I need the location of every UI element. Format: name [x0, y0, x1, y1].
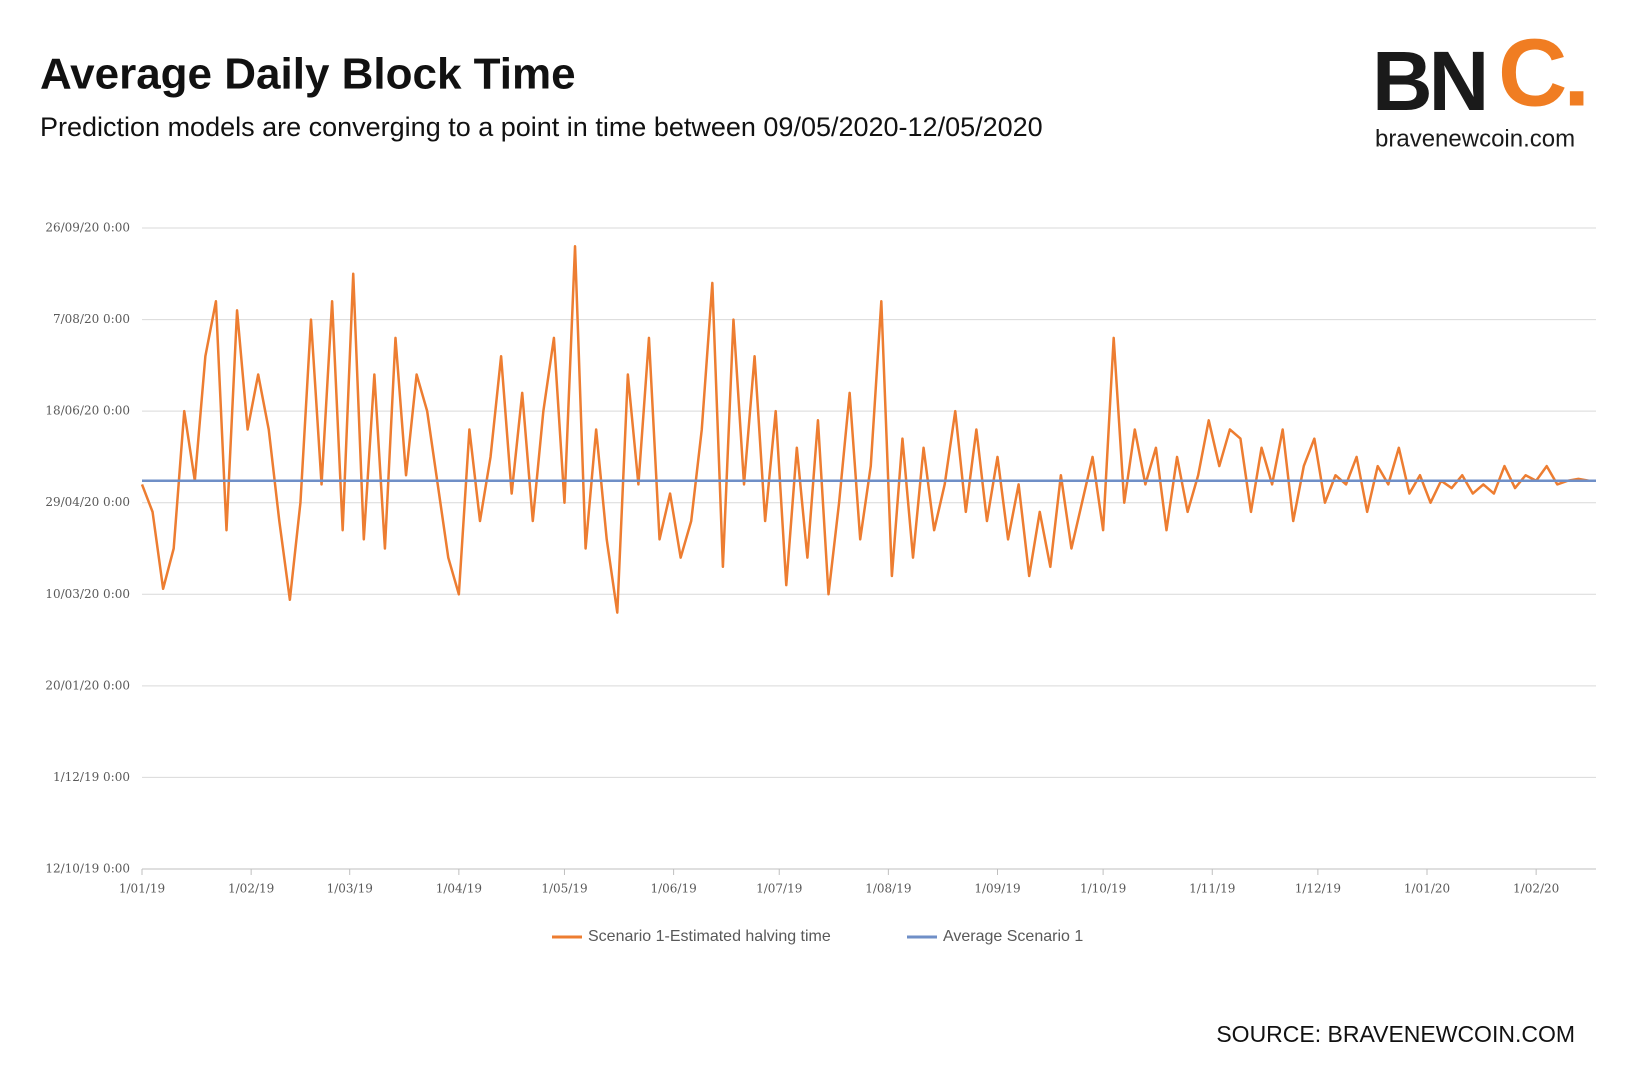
x-tick-label: 1/04/19 — [436, 882, 482, 896]
source: SOURCE: BRAVENEWCOIN.COM — [1216, 1021, 1575, 1047]
series-line — [140, 245, 1590, 614]
x-tick-label: 1/09/19 — [974, 882, 1020, 896]
y-tick-label: 1/12/19 0:00 — [53, 770, 130, 784]
logo-accent: C. — [1498, 19, 1586, 126]
logo-site: bravenewcoin.com — [1375, 125, 1575, 152]
x-tick-label: 1/10/19 — [1080, 882, 1126, 896]
y-tick-label: 7/08/20 0:00 — [53, 312, 130, 326]
y-tick-label: 20/01/20 0:00 — [45, 678, 130, 692]
x-tick-label: 1/11/19 — [1189, 882, 1235, 896]
x-tick-label: 1/03/19 — [327, 882, 373, 896]
y-tick-label: 29/04/20 0:00 — [45, 495, 130, 509]
x-tick-label: 1/02/20 — [1513, 882, 1559, 896]
x-tick-label: 1/07/19 — [756, 882, 802, 896]
x-tick-label: 1/08/19 — [865, 882, 911, 896]
x-tick-label: 1/06/19 — [650, 882, 696, 896]
y-tick-label: 18/06/20 0:00 — [45, 404, 130, 418]
legend-label: Average Scenario 1 — [943, 928, 1083, 945]
chart-title: Average Daily Block Time — [40, 50, 576, 99]
x-tick-label: 1/02/19 — [228, 882, 274, 896]
legend-label: Scenario 1-Estimated halving time — [588, 928, 831, 945]
y-tick-label: 10/03/20 0:00 — [45, 587, 130, 601]
x-tick-label: 1/01/19 — [119, 882, 165, 896]
chart-subtitle: Prediction models are converging to a po… — [40, 112, 1043, 142]
y-tick-label: 12/10/19 0:00 — [45, 862, 130, 876]
x-tick-label: 1/01/20 — [1404, 882, 1450, 896]
y-tick-label: 26/09/20 0:00 — [45, 221, 130, 235]
logo-main: BN — [1372, 34, 1485, 128]
x-tick-label: 1/12/19 — [1295, 882, 1341, 896]
x-tick-label: 1/05/19 — [541, 882, 587, 896]
